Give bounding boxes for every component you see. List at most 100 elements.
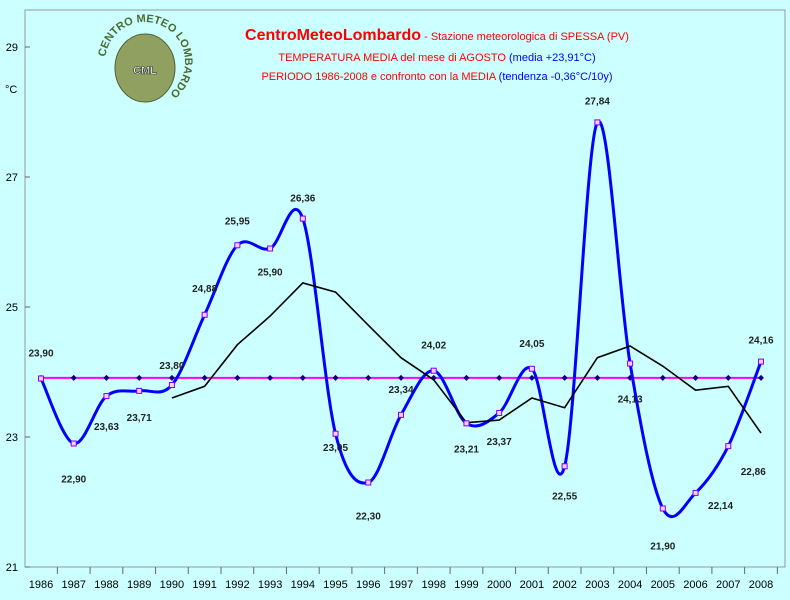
point-marker: [332, 430, 339, 437]
title-main: CentroMeteoLombardo: [245, 27, 421, 44]
data-label: 23,71: [127, 413, 152, 424]
point-marker: [561, 463, 568, 470]
data-label: 22,90: [61, 475, 86, 486]
point-marker: [496, 409, 503, 416]
data-label: 24,88: [192, 284, 217, 295]
data-label: 25,95: [225, 216, 250, 227]
point-marker: [299, 215, 306, 222]
point-marker: [103, 393, 110, 400]
mean-marker: [463, 374, 470, 381]
x-tick-label: 1989: [127, 579, 151, 591]
subtitle-a: TEMPERATURA MEDIA del mese di AGOSTO: [278, 52, 506, 64]
data-label: 23,63: [94, 422, 119, 433]
mean-marker: [201, 374, 208, 381]
x-tick-label: 2004: [618, 579, 642, 591]
logo-shape: [114, 33, 176, 103]
subtitle2-b: (tendenza -0,36°C/10y): [496, 71, 613, 83]
x-tick-label: 2007: [716, 579, 740, 591]
data-label: 24,13: [618, 395, 643, 406]
data-label: 22,55: [552, 491, 577, 502]
mean-marker: [725, 374, 732, 381]
x-tick-label: 1991: [192, 579, 216, 591]
y-tick-label: 29: [6, 42, 18, 54]
x-tick-label: 1988: [94, 579, 118, 591]
point-marker: [365, 479, 372, 486]
chart-title: CentroMeteoLombardo - Stazione meteorolo…: [245, 27, 629, 44]
plot-area: [24, 9, 786, 568]
mean-marker: [234, 374, 241, 381]
data-label: 26,36: [290, 194, 315, 205]
data-label: 23,34: [388, 385, 413, 396]
data-label: 24,02: [421, 341, 446, 352]
data-label: 27,84: [585, 96, 610, 107]
point-marker: [201, 311, 208, 318]
point-marker: [70, 440, 77, 447]
data-label: 23,21: [454, 444, 479, 455]
mean-marker: [594, 374, 601, 381]
data-label: 23,80: [159, 361, 184, 372]
point-marker: [38, 375, 44, 382]
x-tick-label: 1987: [61, 579, 85, 591]
data-label: 24,16: [748, 336, 773, 347]
x-tick-label: 1997: [389, 579, 413, 591]
x-tick-label: 1995: [323, 579, 347, 591]
point-marker: [627, 360, 634, 367]
data-label: 23,05: [323, 443, 348, 454]
subtitle-b: (media +23,91°C): [506, 52, 596, 64]
x-tick-label: 1996: [356, 579, 380, 591]
mean-marker: [70, 374, 77, 381]
mean-marker: [332, 374, 339, 381]
title-rest: - Stazione meteorologica di SPESSA (PV): [421, 31, 629, 43]
y-tick-label: 23: [6, 432, 18, 444]
point-marker: [758, 358, 764, 365]
x-tick-label: 2002: [552, 579, 576, 591]
y-tick-label: 25: [6, 302, 18, 314]
point-marker: [430, 367, 437, 374]
data-label: 23,90: [28, 349, 53, 360]
x-tick-label: 2000: [487, 579, 511, 591]
point-marker: [267, 245, 274, 252]
subtitle2: PERIODO 1986-2008 e confronto con la MED…: [261, 71, 612, 83]
x-tick-label: 2008: [749, 579, 773, 591]
data-label: 22,30: [356, 512, 381, 523]
point-marker: [594, 119, 601, 126]
x-tick-label: 2006: [683, 579, 707, 591]
subtitle: TEMPERATURA MEDIA del mese di AGOSTO (me…: [278, 52, 595, 64]
subtitle2-a: PERIODO 1986-2008 e confronto con la MED…: [261, 71, 496, 83]
mean-marker: [758, 374, 764, 381]
x-tick-label: 1992: [225, 579, 249, 591]
x-tick-label: 1999: [454, 579, 478, 591]
mean-marker: [528, 374, 535, 381]
mean-marker: [267, 374, 274, 381]
mean-marker: [659, 374, 666, 381]
mean-marker: [398, 374, 404, 381]
mean-marker: [136, 374, 143, 381]
x-tick-label: 1993: [258, 579, 282, 591]
point-marker: [692, 489, 699, 496]
x-tick-label: 1994: [291, 579, 315, 591]
point-marker: [725, 443, 732, 450]
mean-marker: [561, 374, 568, 381]
data-label: 22,14: [708, 501, 733, 512]
x-tick-label: 2003: [585, 579, 609, 591]
point-marker: [528, 365, 535, 372]
data-label: 25,90: [258, 268, 283, 279]
y-tick-label: 21: [6, 562, 18, 574]
mean-marker: [365, 374, 372, 381]
point-marker: [398, 411, 404, 418]
point-marker: [168, 382, 175, 388]
mean-marker: [103, 374, 110, 381]
y-axis-label: °C: [5, 84, 17, 96]
data-label: 23,37: [487, 437, 512, 448]
logo-initials: CML: [133, 65, 157, 77]
point-marker: [136, 387, 143, 394]
mean-marker: [299, 374, 306, 381]
x-tick-label: 1986: [29, 579, 53, 591]
x-tick-label: 1990: [160, 579, 184, 591]
point-marker: [463, 420, 470, 427]
x-tick-label: 2001: [520, 579, 544, 591]
x-tick-label: 2005: [651, 579, 675, 591]
data-label: 24,05: [519, 339, 544, 350]
point-marker: [234, 242, 241, 249]
